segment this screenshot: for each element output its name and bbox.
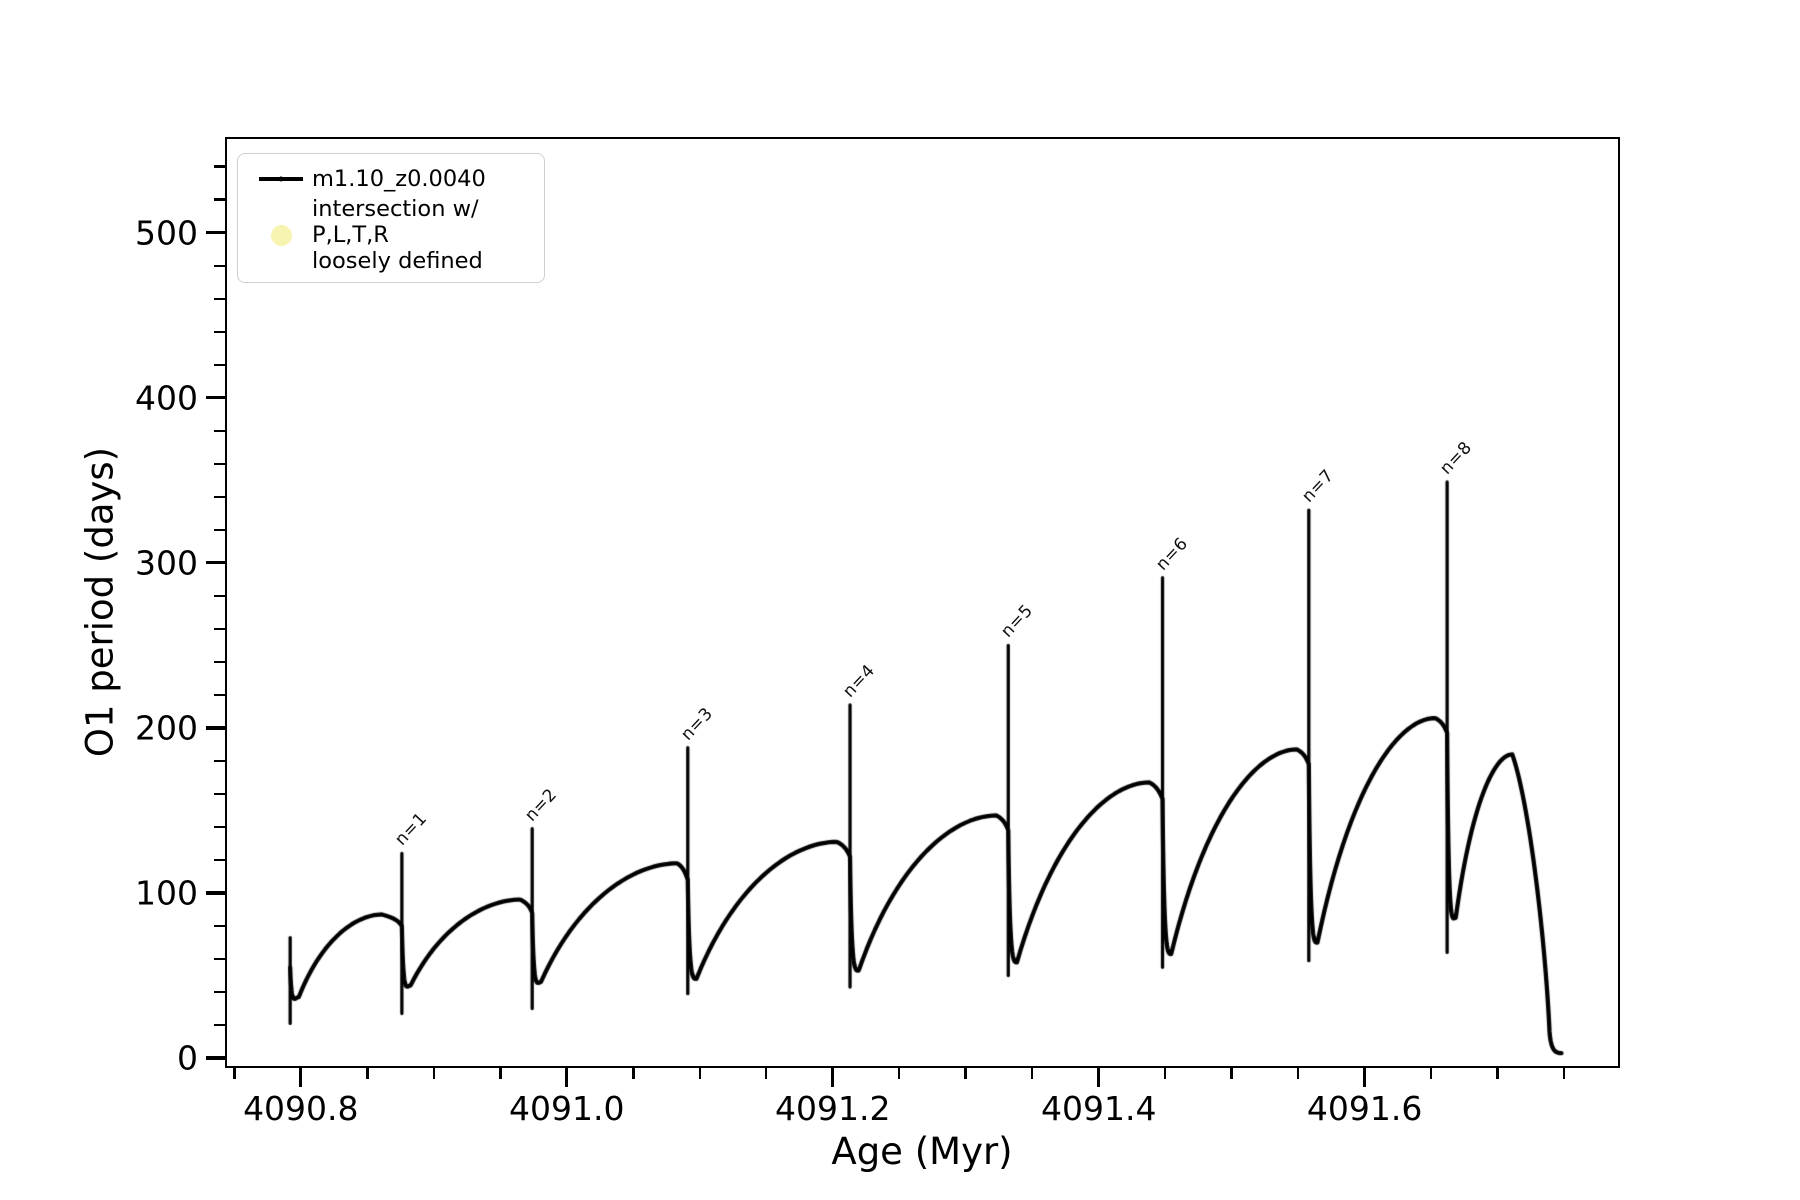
y-major-tick — [206, 561, 225, 565]
y-minor-tick — [214, 462, 225, 466]
y-tick-label: 100 — [135, 873, 198, 913]
y-minor-tick — [214, 759, 225, 763]
y-minor-tick — [214, 297, 225, 301]
x-minor-tick — [698, 1068, 701, 1079]
y-minor-tick — [214, 429, 225, 433]
y-minor-tick — [214, 627, 225, 631]
x-tick-label: 4091.4 — [1040, 1089, 1157, 1128]
y-major-tick — [206, 396, 225, 400]
x-minor-tick — [1030, 1068, 1034, 1079]
y-minor-tick — [214, 858, 225, 862]
legend-circle-marker-icon — [270, 224, 292, 246]
x-major-tick — [299, 1068, 303, 1087]
y-minor-tick — [214, 693, 225, 697]
y-tick-label: 0 — [177, 1038, 198, 1078]
y-minor-tick — [214, 1023, 225, 1027]
y-minor-tick — [214, 330, 225, 334]
legend-entry-series: m1.10_z0.0040 — [250, 162, 534, 196]
x-minor-tick — [1230, 1068, 1233, 1079]
x-minor-tick — [233, 1068, 236, 1079]
x-tick-label: 4091.2 — [775, 1089, 891, 1128]
x-minor-tick — [632, 1068, 635, 1079]
x-minor-tick — [1562, 1068, 1566, 1079]
legend-intersection-label-line1: intersection w/ P,L,T,R — [312, 196, 479, 248]
x-minor-tick — [366, 1068, 369, 1079]
legend-intersection-label-line2: loosely defined — [312, 248, 483, 274]
x-tick-label: 4091.0 — [509, 1089, 625, 1128]
y-minor-tick — [214, 825, 225, 829]
legend-dot-marker-icon — [278, 176, 284, 182]
x-minor-tick — [499, 1068, 502, 1079]
y-tick-label: 300 — [135, 543, 198, 583]
y-minor-tick — [214, 792, 225, 796]
x-major-tick — [565, 1068, 569, 1087]
x-tick-label: 4090.8 — [243, 1089, 359, 1128]
x-major-tick — [831, 1068, 835, 1087]
y-major-tick — [206, 891, 225, 895]
x-minor-tick — [964, 1068, 967, 1079]
x-minor-tick — [897, 1068, 901, 1079]
y-tick-label: 200 — [135, 708, 198, 748]
y-minor-tick — [214, 363, 225, 367]
y-minor-tick — [214, 924, 225, 928]
x-minor-tick — [1163, 1068, 1167, 1079]
x-major-tick — [1363, 1068, 1367, 1087]
y-axis-title: O1 period (days) — [78, 446, 122, 758]
x-axis-title: Age (Myr) — [831, 1130, 1013, 1173]
x-major-tick — [1097, 1068, 1101, 1087]
y-minor-tick — [214, 264, 225, 267]
legend-entry-intersection: intersection w/ P,L,T,R loosely defined — [250, 196, 534, 274]
x-minor-tick — [1496, 1068, 1499, 1079]
y-minor-tick — [214, 660, 225, 664]
y-major-tick — [206, 231, 225, 235]
y-minor-tick — [214, 957, 225, 961]
y-major-tick — [206, 726, 225, 730]
y-major-tick — [206, 1056, 225, 1060]
x-tick-label: 4091.6 — [1306, 1089, 1423, 1128]
legend: m1.10_z0.0040 intersection w/ P,L,T,R lo… — [237, 153, 545, 283]
series-line-canvas — [225, 137, 1620, 1068]
legend-line-marker — [250, 176, 312, 182]
x-minor-tick — [764, 1068, 768, 1079]
y-minor-tick — [214, 528, 225, 532]
y-minor-tick — [214, 990, 225, 994]
y-tick-label: 400 — [135, 378, 198, 418]
y-minor-tick — [214, 495, 225, 499]
legend-series-label: m1.10_z0.0040 — [312, 166, 486, 192]
x-minor-tick — [1429, 1068, 1433, 1079]
y-tick-label: 500 — [135, 213, 198, 253]
x-minor-tick — [432, 1068, 436, 1079]
y-minor-tick — [214, 165, 225, 168]
x-minor-tick — [1296, 1068, 1300, 1079]
y-minor-tick — [214, 198, 225, 201]
y-minor-tick — [214, 594, 225, 598]
